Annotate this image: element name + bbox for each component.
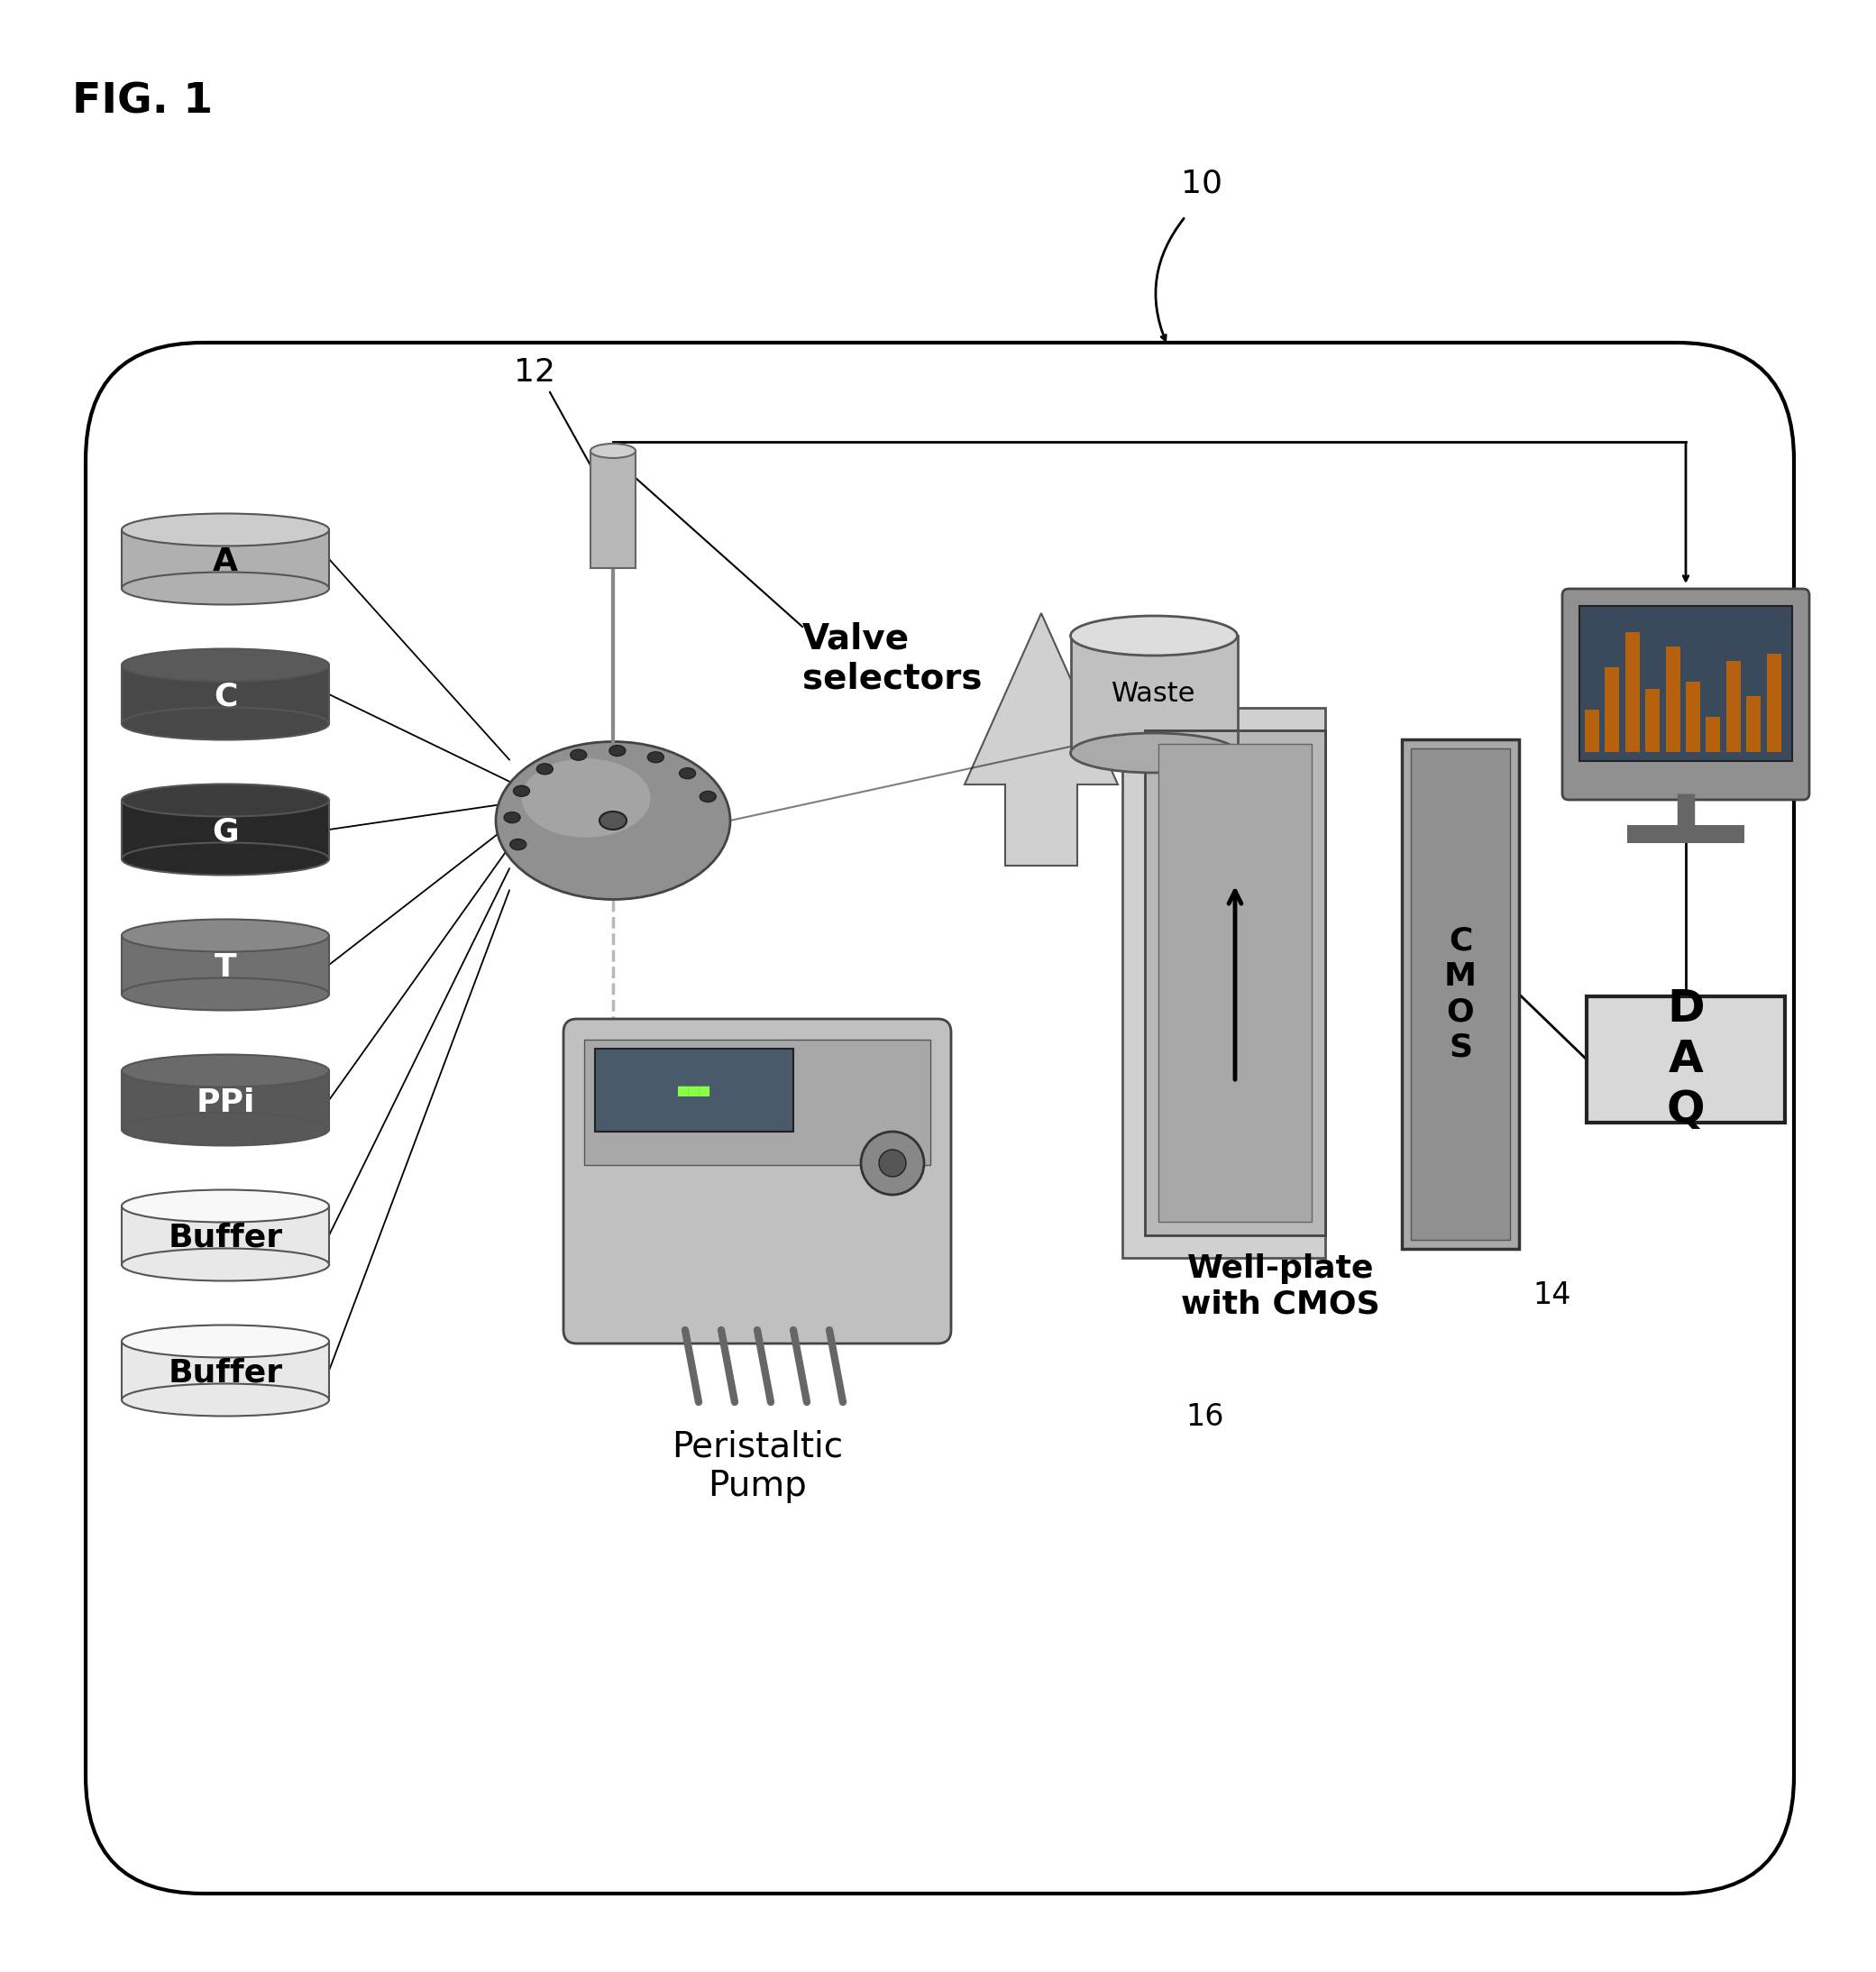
Ellipse shape	[700, 791, 717, 803]
Bar	[1157, 743, 1311, 1223]
Ellipse shape	[1071, 734, 1238, 773]
Ellipse shape	[122, 842, 328, 876]
Text: Waste: Waste	[1112, 680, 1197, 708]
Bar	[1411, 749, 1510, 1240]
Bar	[595, 1049, 794, 1132]
Ellipse shape	[495, 741, 730, 899]
Polygon shape	[964, 613, 1118, 866]
Bar	[1705, 718, 1720, 751]
FancyBboxPatch shape	[1563, 590, 1808, 801]
Bar	[1645, 688, 1660, 751]
Bar	[1726, 661, 1741, 751]
Bar	[1401, 740, 1520, 1248]
Text: T: T	[214, 952, 236, 982]
Ellipse shape	[122, 785, 328, 816]
Text: ■■■: ■■■	[679, 1083, 709, 1098]
Text: C
M
O
S: C M O S	[1445, 925, 1476, 1063]
FancyBboxPatch shape	[563, 1020, 951, 1343]
Ellipse shape	[522, 759, 651, 838]
Text: 14: 14	[1533, 1280, 1570, 1309]
Ellipse shape	[122, 978, 328, 1010]
Ellipse shape	[537, 763, 553, 775]
Bar	[1666, 647, 1681, 751]
Text: FIG. 1: FIG. 1	[71, 81, 212, 122]
Text: Valve
selectors: Valve selectors	[803, 623, 983, 696]
Text: Buffer: Buffer	[169, 1357, 283, 1388]
Ellipse shape	[880, 1150, 906, 1177]
Ellipse shape	[122, 1384, 328, 1416]
Bar	[1767, 653, 1780, 751]
Text: G: G	[212, 816, 238, 848]
Ellipse shape	[514, 785, 529, 797]
Bar	[591, 452, 636, 568]
Ellipse shape	[647, 751, 664, 763]
Text: A: A	[212, 546, 238, 578]
Bar	[1606, 669, 1619, 751]
Bar	[1687, 682, 1700, 751]
FancyBboxPatch shape	[86, 343, 1793, 1893]
Text: Buffer: Buffer	[169, 1223, 283, 1252]
Ellipse shape	[570, 749, 587, 761]
Bar	[1122, 708, 1324, 1258]
Bar	[1747, 696, 1762, 751]
Ellipse shape	[122, 513, 328, 546]
Ellipse shape	[122, 708, 328, 740]
Ellipse shape	[1071, 615, 1238, 655]
Ellipse shape	[122, 649, 328, 680]
Bar	[122, 1341, 328, 1400]
Bar	[122, 935, 328, 994]
Bar	[1580, 605, 1792, 761]
Bar	[122, 665, 328, 724]
Text: 10: 10	[1182, 168, 1223, 199]
Bar	[122, 1207, 328, 1264]
Ellipse shape	[122, 1189, 328, 1223]
Bar	[122, 801, 328, 860]
Ellipse shape	[122, 1248, 328, 1282]
Ellipse shape	[505, 812, 520, 822]
Ellipse shape	[600, 812, 627, 830]
Ellipse shape	[122, 1325, 328, 1357]
Ellipse shape	[679, 767, 696, 779]
Ellipse shape	[510, 838, 527, 850]
Ellipse shape	[122, 919, 328, 952]
Ellipse shape	[122, 1112, 328, 1146]
FancyBboxPatch shape	[1587, 996, 1784, 1122]
Text: 12: 12	[514, 357, 555, 388]
Ellipse shape	[122, 1055, 328, 1087]
Text: Peristaltic
Pump: Peristaltic Pump	[672, 1430, 842, 1503]
Text: C: C	[214, 682, 236, 712]
Bar	[1071, 635, 1238, 753]
Ellipse shape	[122, 572, 328, 605]
Bar	[1625, 633, 1640, 751]
Text: Well-plate
with CMOS: Well-plate with CMOS	[1182, 1254, 1381, 1319]
Bar	[583, 1039, 930, 1165]
Bar	[1585, 710, 1598, 751]
Ellipse shape	[861, 1132, 925, 1195]
Ellipse shape	[591, 444, 636, 458]
Text: 16: 16	[1186, 1402, 1223, 1432]
Text: PPi: PPi	[195, 1087, 255, 1118]
Bar	[122, 1071, 328, 1130]
Bar	[122, 530, 328, 588]
Bar	[1144, 730, 1324, 1234]
Text: D
A
Q: D A Q	[1666, 988, 1705, 1132]
Bar	[1626, 824, 1745, 844]
Ellipse shape	[610, 745, 625, 755]
